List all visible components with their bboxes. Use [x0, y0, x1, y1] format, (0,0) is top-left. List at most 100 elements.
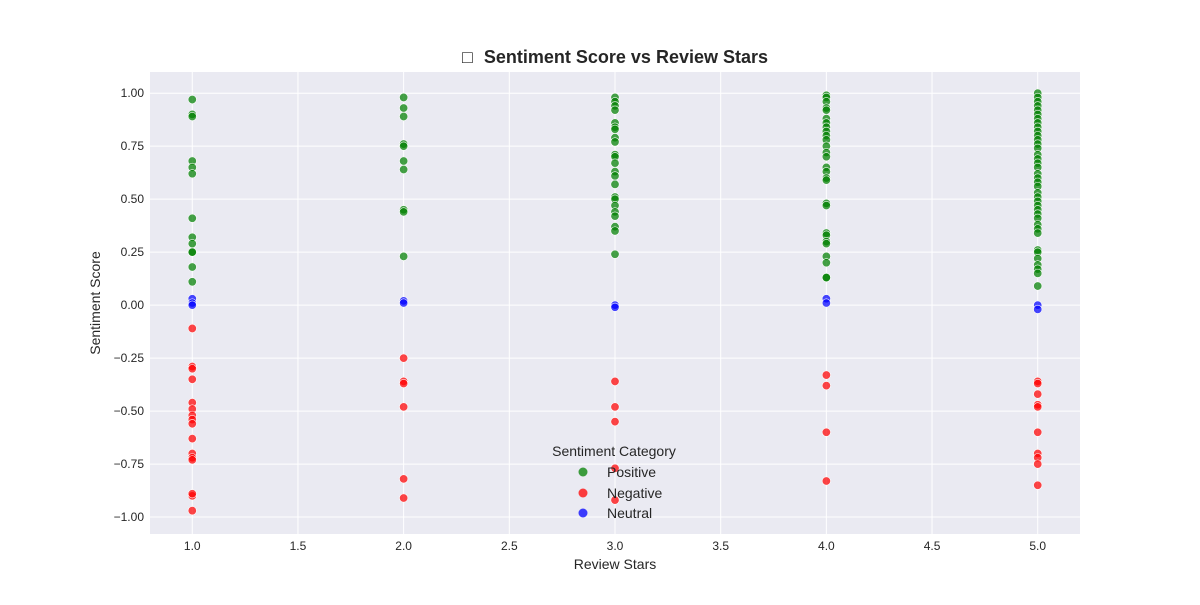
point-positive [821, 258, 831, 268]
x-tick-label: 4.0 [818, 539, 835, 553]
title-text: Sentiment Score vs Review Stars [484, 47, 768, 67]
point-positive [399, 103, 409, 113]
tick-labels: 1.0 1.5 2.0 2.5 3.0 3.5 4.0 4.5 5.0 1.00 0.75 0.50 0… [114, 86, 1047, 553]
legend-label-negative: Negative [607, 485, 662, 501]
y-tick-label: 0.75 [121, 139, 145, 153]
point-positive [399, 251, 409, 261]
point-positive [1033, 268, 1043, 278]
point-negative [821, 381, 831, 391]
point-negative [187, 489, 197, 499]
point-neutral [187, 300, 197, 310]
point-negative [399, 493, 409, 503]
point-negative [399, 474, 409, 484]
point-positive [610, 137, 620, 147]
point-negative [610, 495, 620, 505]
point-positive [610, 179, 620, 189]
point-positive [610, 105, 620, 115]
y-axis-label: Sentiment Score [87, 251, 103, 355]
point-positive [187, 213, 197, 223]
point-negative [399, 353, 409, 363]
legend-label-positive: Positive [607, 464, 656, 480]
point-negative [610, 376, 620, 386]
point-positive [187, 95, 197, 105]
y-tick-label: −1.00 [114, 510, 145, 524]
point-neutral [1033, 304, 1043, 314]
legend-marker-neutral [578, 508, 588, 518]
point-positive [399, 156, 409, 166]
point-positive [187, 239, 197, 249]
point-negative [187, 506, 197, 516]
chart-title: □ Sentiment Score vs Review Stars [462, 47, 768, 67]
point-negative [821, 427, 831, 437]
legend-entry-neutral: Neutral [578, 505, 652, 521]
point-negative [610, 417, 620, 427]
point-negative [1033, 459, 1043, 469]
point-negative [610, 402, 620, 412]
x-tick-label: 3.5 [712, 539, 729, 553]
title-icon: □ [462, 47, 473, 67]
x-tick-label: 2.5 [501, 539, 518, 553]
point-positive [399, 141, 409, 151]
point-positive [610, 226, 620, 236]
point-positive [1033, 228, 1043, 238]
legend: Sentiment Category Positive Negative Neu… [552, 443, 676, 521]
point-positive [399, 92, 409, 102]
point-positive [399, 112, 409, 122]
point-negative [1033, 480, 1043, 490]
point-negative [821, 476, 831, 486]
point-positive [610, 211, 620, 221]
point-positive [821, 105, 831, 115]
legend-marker-positive [578, 467, 588, 477]
point-positive [821, 239, 831, 249]
x-tick-label: 4.5 [924, 539, 941, 553]
x-tick-label: 2.0 [395, 539, 412, 553]
point-positive [821, 152, 831, 162]
point-positive [1033, 281, 1043, 291]
point-neutral [399, 298, 409, 308]
point-neutral [821, 298, 831, 308]
point-positive [187, 277, 197, 287]
y-tick-label: −0.25 [114, 351, 145, 365]
point-negative [187, 323, 197, 333]
x-axis-label: Review Stars [574, 556, 656, 572]
y-tick-label: −0.50 [114, 404, 145, 418]
legend-entry-negative: Negative [578, 485, 662, 501]
legend-marker-negative [578, 488, 588, 498]
point-negative [1033, 402, 1043, 412]
point-negative [399, 379, 409, 389]
x-tick-label: 5.0 [1029, 539, 1046, 553]
point-positive [610, 124, 620, 134]
point-negative [610, 463, 620, 473]
point-negative [187, 374, 197, 384]
point-positive [399, 164, 409, 174]
data-points [187, 88, 1043, 516]
point-positive [399, 207, 409, 217]
legend-entry-positive: Positive [578, 464, 656, 480]
point-positive [187, 112, 197, 122]
point-negative [1033, 379, 1043, 389]
y-tick-label: 0.25 [121, 245, 145, 259]
point-negative [187, 364, 197, 374]
point-positive [821, 273, 831, 283]
point-positive [187, 169, 197, 179]
x-tick-label: 1.5 [290, 539, 307, 553]
point-positive [187, 247, 197, 257]
point-negative [399, 402, 409, 412]
point-positive [610, 158, 620, 168]
y-tick-label: 0.50 [121, 192, 145, 206]
point-positive [821, 175, 831, 185]
y-tick-label: 0.00 [121, 298, 145, 312]
point-positive [821, 201, 831, 211]
legend-label-neutral: Neutral [607, 505, 652, 521]
point-negative [187, 419, 197, 429]
point-positive [610, 249, 620, 259]
point-neutral [610, 302, 620, 312]
legend-title: Sentiment Category [552, 443, 676, 459]
x-tick-label: 3.0 [607, 539, 624, 553]
point-negative [1033, 389, 1043, 399]
point-positive [610, 171, 620, 181]
point-negative [1033, 427, 1043, 437]
y-tick-label: −0.75 [114, 457, 145, 471]
